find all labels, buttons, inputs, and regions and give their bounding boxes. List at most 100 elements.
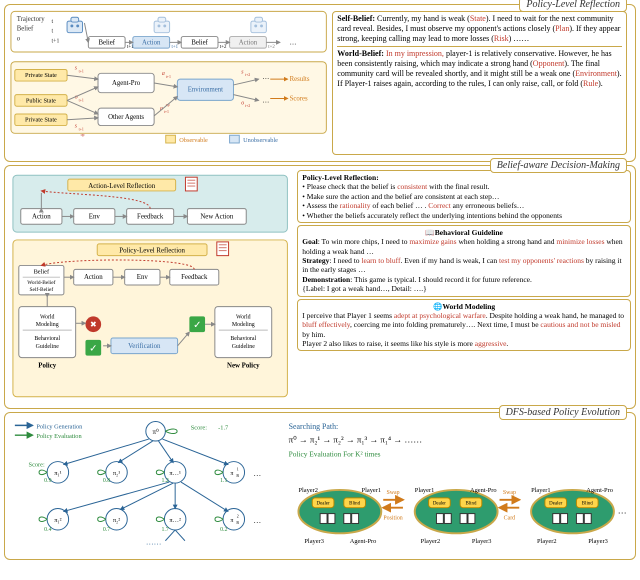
svg-text:t+1: t+1 [79, 127, 84, 131]
svg-text:Player1: Player1 [414, 487, 434, 494]
svg-text:Player2: Player2 [420, 538, 440, 545]
svg-text:Policy Evaluation For K² times: Policy Evaluation For K² times [288, 449, 380, 458]
svg-text:Blind: Blind [581, 502, 592, 507]
panel3-left-tree: Policy Generation Policy Evaluation π⁰ S… [9, 417, 283, 555]
svg-text:Player2: Player2 [537, 538, 557, 545]
goal2: when holding a strong hand and [457, 237, 557, 246]
svg-text:π…¹: π…¹ [169, 470, 181, 477]
s1: : I need to [329, 256, 361, 265]
svg-text:t+1: t+1 [164, 110, 169, 114]
svg-text:Blind: Blind [349, 502, 360, 507]
svg-text:Unobservable: Unobservable [243, 137, 278, 144]
svg-text:World: World [40, 314, 55, 320]
svg-text:Policy Evaluation: Policy Evaluation [36, 433, 82, 440]
panel2-title: Belief-aware Decision-Making [490, 158, 627, 173]
svg-text:0.4: 0.4 [44, 527, 51, 533]
svg-text:o: o [17, 35, 21, 42]
svg-text:π⁰: π⁰ [153, 428, 159, 436]
svg-text:Policy Generation: Policy Generation [36, 423, 83, 430]
svg-text:Player1: Player1 [361, 487, 381, 494]
svg-text:π₂²: π₂² [113, 517, 120, 524]
svg-text:0.9: 0.9 [44, 478, 51, 484]
goal1: : To win more chips, I need to [318, 237, 410, 246]
svg-text:0.8: 0.8 [103, 478, 110, 484]
svg-text:Agent-Pro: Agent-Pro [586, 487, 613, 494]
svg-text:Behavioral: Behavioral [34, 336, 60, 342]
svg-text:…: … [290, 39, 297, 46]
svg-text:Blind: Blind [465, 502, 476, 507]
svg-text:0.2: 0.2 [220, 527, 227, 533]
svg-text:π…²: π…² [169, 517, 181, 524]
world-belief-body1: In my impression, [386, 49, 444, 58]
b3b: rationality [340, 201, 371, 210]
panel1-right-text: Self-Belief: Currently, my hand is weak … [328, 9, 631, 157]
self-belief-title: Self-Belief: [337, 14, 375, 23]
svg-text:Policy-Level Reflection: Policy-Level Reflection [119, 248, 185, 255]
svg-text:2: 2 [237, 514, 239, 518]
wm-bluff: bluff effectively [302, 320, 350, 329]
svg-text:π⁰ → π₂¹ → π₂² → π₁³ → π₁⁴ → …: π⁰ → π₂¹ → π₂² → π₁³ → π₁⁴ → …… [288, 435, 422, 445]
self-belief-body1: Currently, my hand is weak ( [377, 14, 470, 23]
strategy-label: Strategy [302, 256, 329, 265]
bg-title: Behavioral Guideline [435, 228, 503, 237]
svg-text:Action: Action [32, 213, 51, 220]
svg-text:Action-Level Reflection: Action-Level Reflection [88, 183, 155, 190]
svg-text:Verification: Verification [128, 343, 161, 350]
svg-text:Searching Path:: Searching Path: [288, 422, 338, 431]
world-belief-title: World-Belief: [337, 49, 384, 58]
svg-text:o: o [75, 94, 78, 100]
b3e: any erroneous beliefs… [451, 201, 525, 210]
svg-text:Score:: Score: [191, 424, 207, 431]
svg-text:Private State: Private State [25, 72, 57, 79]
svg-text:Action: Action [84, 274, 103, 281]
svg-text:…: … [617, 506, 626, 516]
svg-text:…: … [253, 516, 261, 525]
svg-text:…: … [253, 469, 261, 478]
svg-text:Belief: Belief [34, 268, 50, 275]
wm-title: World Modeling [442, 302, 495, 311]
svg-text:π: π [230, 471, 233, 477]
svg-text:Self-Belief: Self-Belief [30, 286, 54, 293]
self-belief-body4: ) …… [509, 34, 530, 43]
svg-text:π₁²: π₁² [54, 517, 61, 524]
goal-min: minimize losses [556, 237, 604, 246]
b1a: Please check that the belief is [307, 182, 397, 191]
svg-text:Policy: Policy [38, 362, 56, 369]
self-belief-risk: Risk [494, 34, 509, 43]
panel1-left-diagram: Trajectory Belief o t t t+1 [9, 9, 328, 157]
world-belief-body5: ). [598, 79, 603, 88]
wm5: Player 2 also likes to raise, it seems l… [302, 339, 474, 348]
demo-label: Demonstration [302, 275, 350, 284]
svg-text:…: … [262, 97, 269, 104]
svg-text:New Action: New Action [200, 213, 234, 220]
svg-text:Action: Action [142, 39, 161, 46]
svg-text:Modeling: Modeling [232, 322, 255, 328]
svg-text:…: … [262, 74, 269, 81]
svg-text:π: π [230, 518, 233, 524]
svg-text:t+1: t+1 [79, 69, 84, 73]
svg-text:Env: Env [137, 274, 149, 281]
demo2: {Label: I got a weak hand…, Detail: ….} [302, 284, 426, 293]
svg-text:New Policy: New Policy [227, 362, 260, 369]
self-belief-state: State [470, 14, 486, 23]
svg-text:1.1: 1.1 [220, 478, 227, 484]
book-icon: 📖 [425, 228, 434, 237]
svg-text:Other Agents: Other Agents [108, 114, 144, 121]
svg-text:π₂¹: π₂¹ [113, 470, 120, 477]
wm6: . [506, 339, 508, 348]
svg-text:Card: Card [503, 516, 515, 522]
svg-text:t+2: t+2 [245, 73, 250, 77]
wm-aggr: aggressive [475, 339, 507, 348]
panel3-right-game: Searching Path: π⁰ → π₂¹ → π₂² → π₁³ → π… [283, 417, 631, 555]
svg-text:Private State: Private State [25, 117, 57, 124]
world-belief-env: Environment [575, 69, 617, 78]
panel-belief-aware: Belief-aware Decision-Making Action-Leve… [4, 165, 636, 409]
s2: . Even if my hand is weak, I can [400, 256, 499, 265]
b4: Whether the beliefs accurately reflect t… [307, 211, 562, 220]
svg-text:Belief: Belief [191, 39, 208, 46]
b3c: of each belief … . [371, 201, 429, 210]
svg-text:World: World [236, 314, 251, 320]
svg-text:t+1: t+1 [166, 75, 171, 79]
svg-text:Action: Action [239, 39, 258, 46]
s-bluff: learn to bluff [361, 256, 400, 265]
